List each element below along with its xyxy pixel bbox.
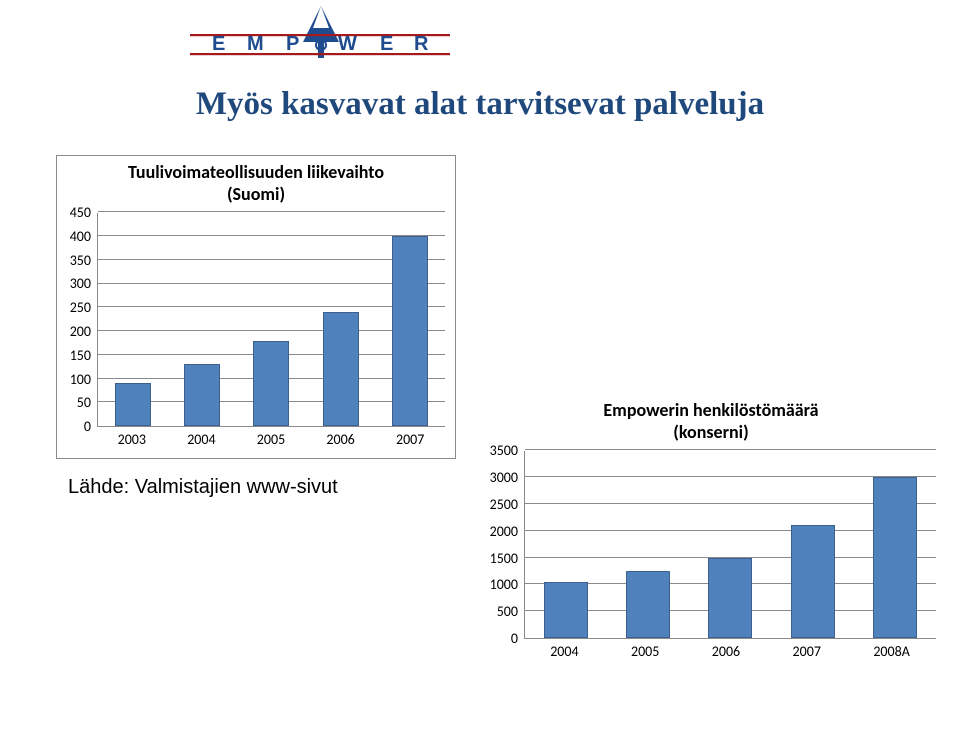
bar xyxy=(544,582,588,638)
grid-line xyxy=(98,211,445,212)
x-tick-label: 2007 xyxy=(793,643,821,660)
bar xyxy=(323,312,359,426)
wind-industry-revenue-chart: Tuulivoimateollisuuden liikevaihto(Suomi… xyxy=(56,155,456,459)
svg-text:M: M xyxy=(247,33,264,55)
x-tick-label: 2005 xyxy=(257,431,285,448)
svg-text:R: R xyxy=(414,33,429,55)
chart-title-line1: Empowerin henkilöstömäärä xyxy=(603,399,818,421)
svg-text:P: P xyxy=(286,33,299,55)
x-tick-label: 2005 xyxy=(631,643,659,660)
x-tick-label: 2006 xyxy=(326,431,354,448)
bar xyxy=(253,341,289,427)
bars-group xyxy=(98,213,445,426)
svg-text:E: E xyxy=(380,33,393,55)
page-title-text: Myös kasvavat alat tarvitsevat palveluja xyxy=(196,86,764,122)
empower-headcount-chart: Empowerin henkilöstömäärä(konserni) 05001… xyxy=(480,400,942,672)
x-tick-label: 2008A xyxy=(873,643,909,660)
grid-line xyxy=(525,449,936,450)
page-title: Myös kasvavat alat tarvitsevat palveluja xyxy=(0,86,960,123)
bar xyxy=(873,477,917,638)
plot-area xyxy=(524,451,936,639)
svg-text:W: W xyxy=(338,33,357,55)
bar xyxy=(115,383,151,426)
y-axis: 0500100015002000250030003500 xyxy=(480,451,524,639)
bar xyxy=(392,236,428,426)
x-axis: 2003 2004 2005 2006 2007 xyxy=(97,431,445,448)
x-tick-label: 2007 xyxy=(396,431,424,448)
logo-red-rule-top xyxy=(190,34,450,36)
chart-title: Empowerin henkilöstömäärä(konserni) xyxy=(480,400,942,443)
x-tick-label: 2003 xyxy=(118,431,146,448)
svg-text:E: E xyxy=(212,33,225,55)
bars-group xyxy=(525,451,936,638)
chart-title-line2: (Suomi) xyxy=(227,183,285,205)
bar xyxy=(791,525,835,638)
empower-logo: E M P W E R xyxy=(170,4,470,62)
bar xyxy=(708,558,752,639)
plot-area xyxy=(97,213,445,427)
chart-title-line2: (konserni) xyxy=(673,421,748,443)
x-tick-label: 2004 xyxy=(550,643,578,660)
x-tick-label: 2004 xyxy=(187,431,215,448)
chart-title-line1: Tuulivoimateollisuuden liikevaihto xyxy=(128,161,384,183)
bar xyxy=(184,364,220,426)
bar xyxy=(626,571,670,638)
x-tick-label: 2006 xyxy=(712,643,740,660)
chart-title: Tuulivoimateollisuuden liikevaihto(Suomi… xyxy=(57,156,455,205)
logo-red-rule-bottom xyxy=(190,53,450,55)
x-axis: 2004 2005 2006 2007 2008A xyxy=(524,643,936,660)
y-axis: 050100150200250300350400450 xyxy=(63,213,97,427)
source-caption: Lähde: Valmistajien www-sivut xyxy=(68,476,338,499)
